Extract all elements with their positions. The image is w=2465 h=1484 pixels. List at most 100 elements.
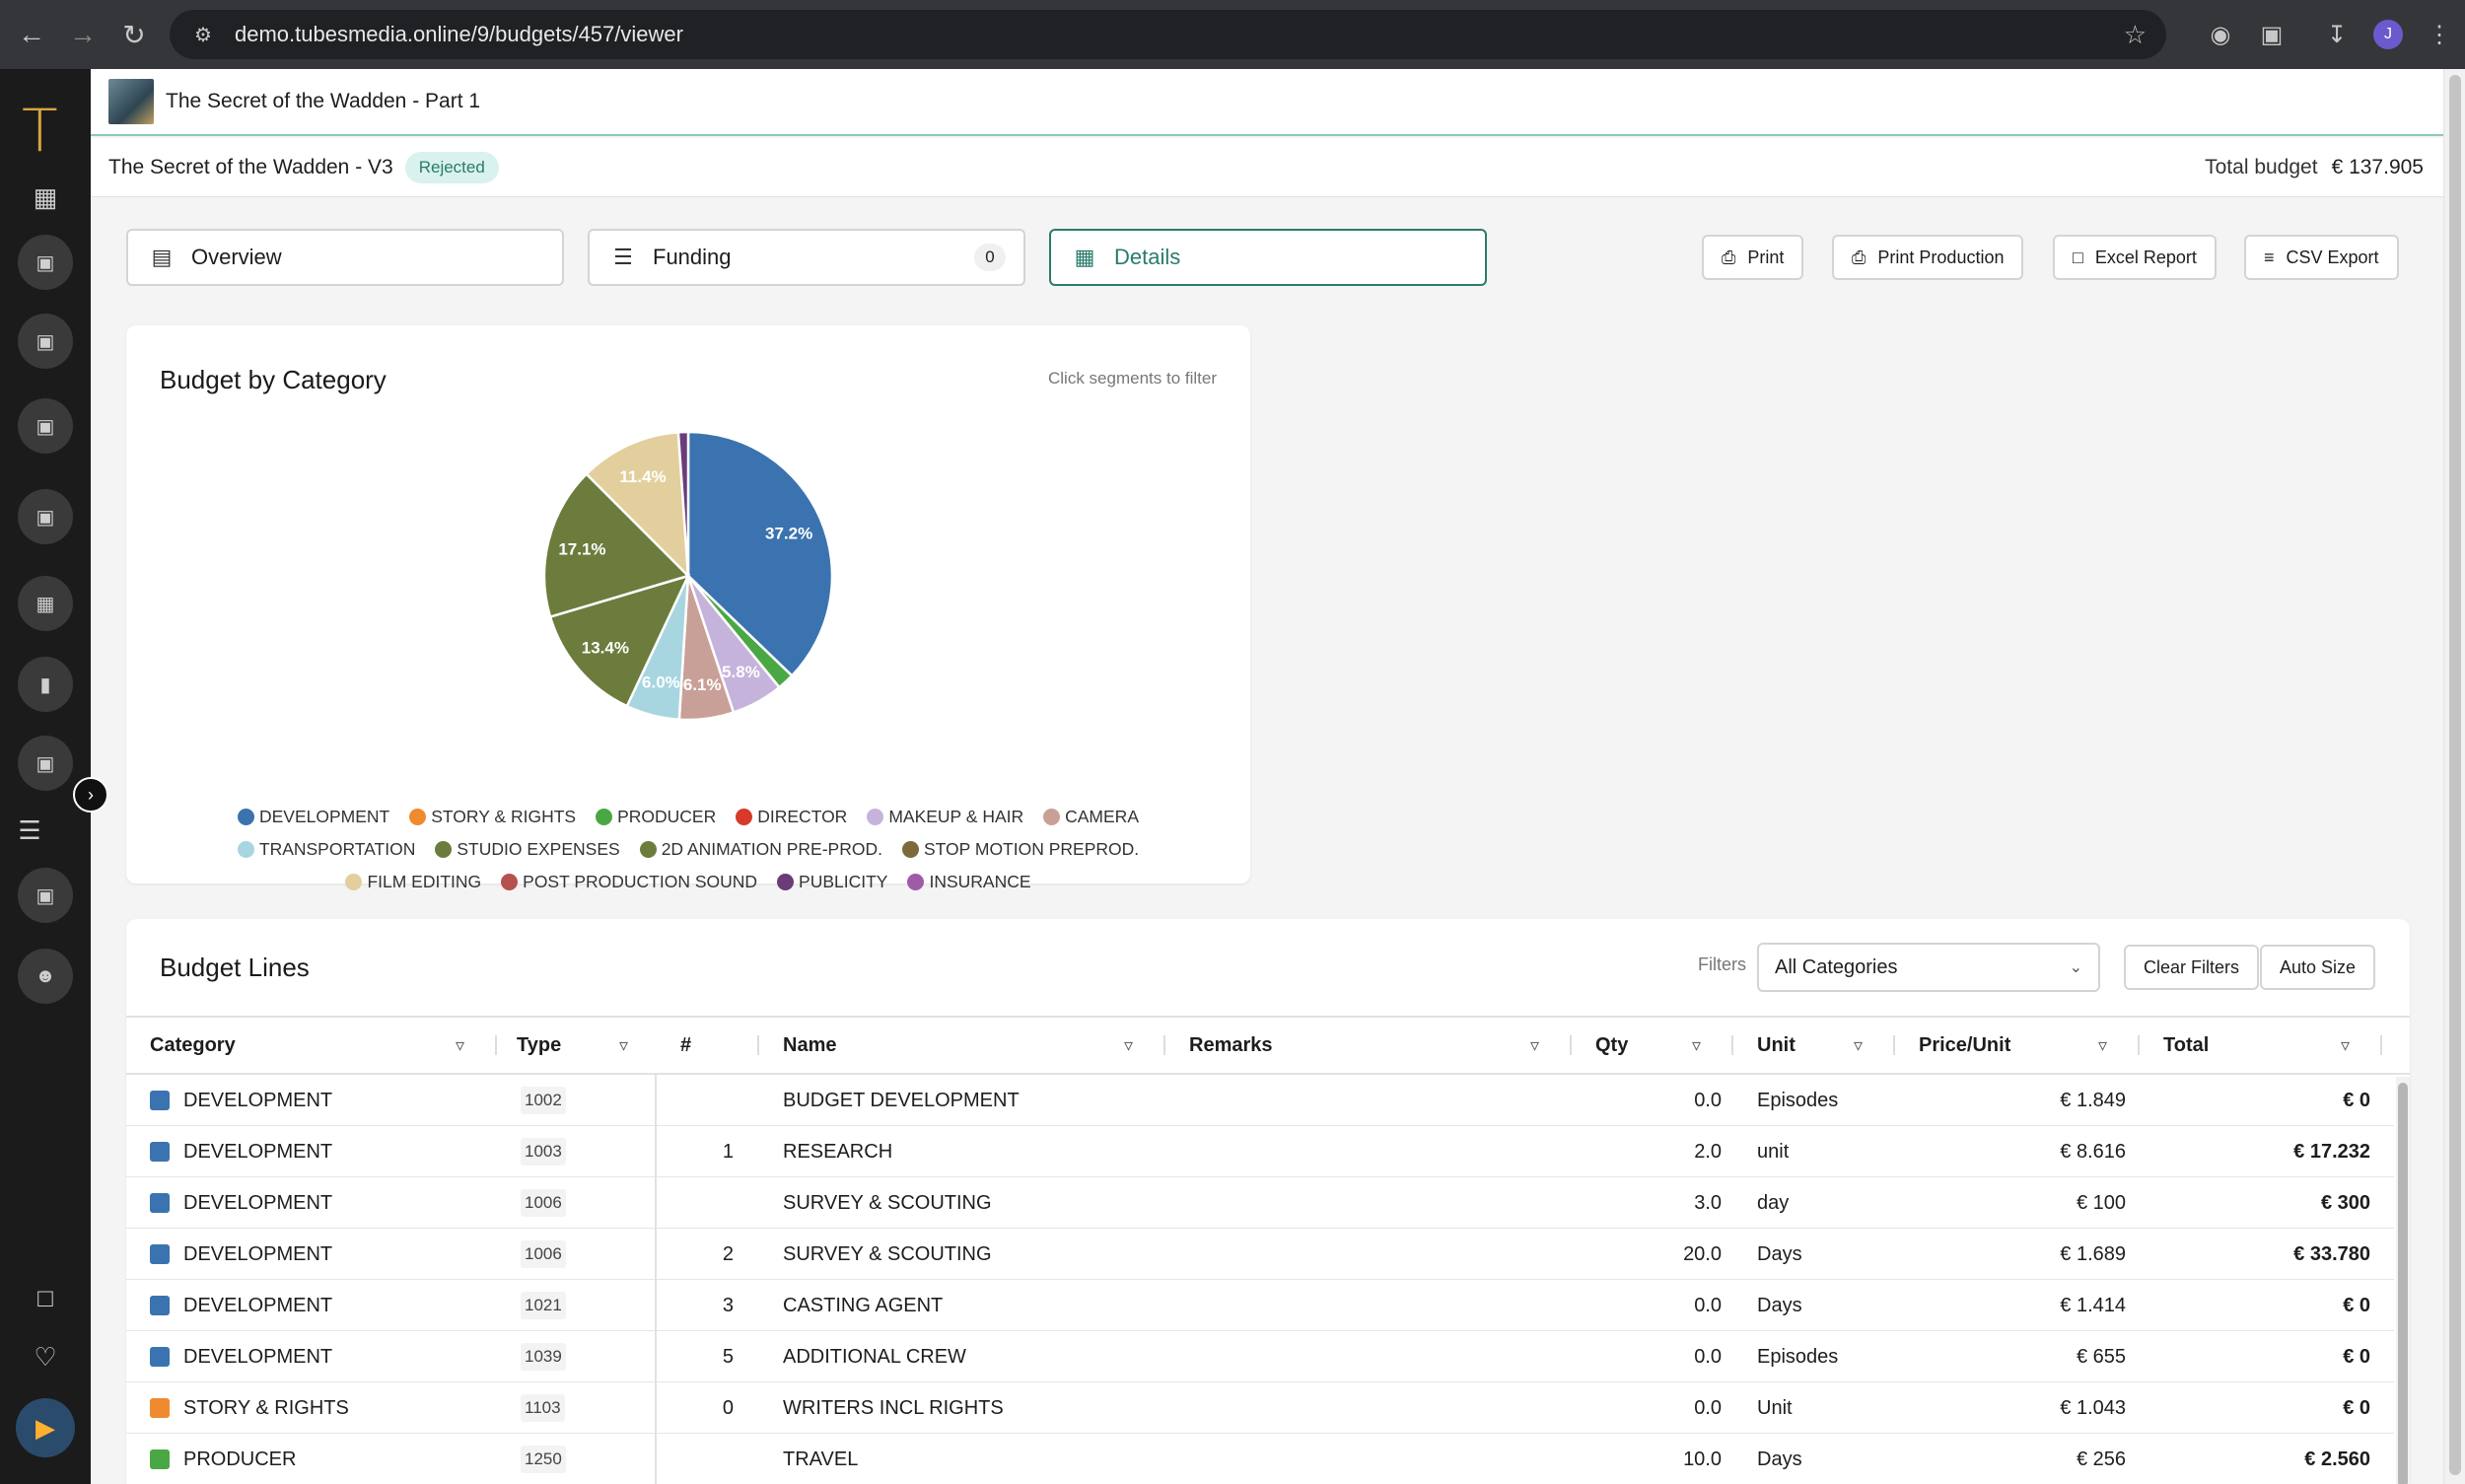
url-text[interactable]: demo.tubesmedia.online/9/budgets/457/vie… bbox=[235, 22, 683, 46]
cell-total: € 0 bbox=[2343, 1294, 2370, 1316]
column-resize-handle[interactable] bbox=[2380, 1035, 2382, 1055]
column-header-name[interactable]: Name bbox=[783, 1033, 837, 1056]
legend-item[interactable]: FILM EDITING bbox=[345, 872, 481, 892]
pie-slice-studio-expenses[interactable] bbox=[548, 574, 691, 708]
column-header-remarks[interactable]: Remarks bbox=[1189, 1033, 1273, 1056]
legend-item[interactable]: MAKEUP & HAIR bbox=[867, 807, 1023, 827]
table-row[interactable]: DEVELOPMENT 1021 3 CASTING AGENT 0.0 Days € 1.… bbox=[126, 1280, 2394, 1331]
table-scrollbar-thumb[interactable] bbox=[2398, 1083, 2408, 1484]
column-header-unit[interactable]: Unit bbox=[1757, 1033, 1796, 1056]
legend-item[interactable]: STOP MOTION PREPROD. bbox=[901, 839, 1139, 860]
print-production-button[interactable]: ⎙ Print Production bbox=[1832, 235, 2024, 280]
back-icon[interactable]: ← bbox=[18, 19, 45, 49]
reload-icon[interactable]: ↻ bbox=[122, 19, 146, 50]
sidebar-film-icon-1[interactable]: ▣ bbox=[18, 235, 73, 290]
legend-label: 2D ANIMATION PRE-PROD. bbox=[661, 839, 882, 859]
table-row[interactable]: STORY & RIGHTS 1103 0 WRITERS INCL RIGHTS 0.… bbox=[126, 1382, 2394, 1434]
list-icon[interactable]: ☰ bbox=[18, 814, 41, 845]
forward-icon[interactable]: → bbox=[69, 19, 97, 49]
legend-item[interactable]: STORY & RIGHTS bbox=[409, 807, 576, 827]
pie-slice-publicity[interactable] bbox=[676, 430, 690, 577]
clear-filters-button[interactable]: Clear Filters bbox=[2124, 945, 2260, 990]
legend-item[interactable]: INSURANCE bbox=[907, 872, 1031, 892]
table-row[interactable]: DEVELOPMENT 1006 2 SURVEY & SCOUTING 20.0 Day… bbox=[126, 1229, 2394, 1280]
extension-icon[interactable]: ◉ bbox=[2210, 21, 2231, 48]
column-header-type[interactable]: Type bbox=[517, 1033, 562, 1056]
page-scrollbar-thumb[interactable] bbox=[2449, 75, 2461, 1475]
column-header-qty[interactable]: Qty bbox=[1595, 1033, 1629, 1056]
column-resize-handle[interactable] bbox=[495, 1035, 497, 1055]
people-icon[interactable]: ☻ bbox=[18, 949, 73, 1004]
column-resize-handle[interactable] bbox=[1163, 1035, 1165, 1055]
legend-item[interactable]: PUBLICITY bbox=[777, 872, 887, 892]
calendar-icon[interactable]: ▦ bbox=[18, 576, 73, 631]
csv-export-button[interactable]: ≡ CSV Export bbox=[2244, 235, 2399, 280]
print-button[interactable]: ⎙ Print bbox=[1702, 235, 1804, 280]
tab-details[interactable]: ▦ Details bbox=[1049, 229, 1487, 286]
column-resize-handle[interactable] bbox=[1731, 1035, 1733, 1055]
profile-button[interactable]: J bbox=[2362, 10, 2414, 59]
column-resize-handle[interactable] bbox=[1893, 1035, 1895, 1055]
site-settings-icon[interactable]: ⚙ bbox=[194, 24, 212, 46]
feedback-icon[interactable]: □ bbox=[37, 1282, 53, 1312]
app-logo[interactable]: T bbox=[22, 97, 58, 166]
legend-item[interactable]: PRODUCER bbox=[596, 807, 716, 827]
filter-icon[interactable]: ▿ bbox=[456, 1035, 465, 1055]
legend-item[interactable]: 2D ANIMATION PRE-PROD. bbox=[639, 839, 882, 860]
pie-chart[interactable]: 37.2% 5.8%6.1%6.0% 13.4% 17.1% 11.4% bbox=[126, 325, 1250, 883]
legend-item[interactable]: TRANSPORTATION bbox=[237, 839, 415, 860]
apps-grid-icon[interactable]: ▦ bbox=[33, 181, 58, 212]
column-header-total[interactable]: Total bbox=[2163, 1033, 2210, 1056]
bookmark-star-icon[interactable]: ☆ bbox=[2123, 19, 2147, 49]
column-resize-handle[interactable] bbox=[1570, 1035, 1572, 1055]
puzzle-icon[interactable]: ▣ bbox=[2260, 21, 2284, 48]
user-avatar[interactable]: ▶ bbox=[16, 1398, 75, 1457]
legend-item[interactable]: POST PRODUCTION SOUND bbox=[501, 872, 757, 892]
library-icon[interactable]: ▮ bbox=[18, 657, 73, 712]
notification-bell-icon[interactable]: ♡ bbox=[34, 1341, 57, 1372]
filter-icon[interactable]: ▿ bbox=[1692, 1035, 1702, 1055]
table-row[interactable]: PRODUCER 1250 TRAVEL 10.0 Days € 256 € 2.560 bbox=[126, 1434, 2394, 1484]
sidebar-film-icon-3[interactable]: ▣ bbox=[18, 398, 73, 454]
cell-qty: 10.0 bbox=[1683, 1448, 1722, 1470]
sidebar-film-icon-2[interactable]: ▣ bbox=[18, 314, 73, 369]
cell-total: € 17.232 bbox=[2293, 1140, 2370, 1163]
cell-price-unit: € 1.689 bbox=[2060, 1242, 2126, 1265]
legend-item[interactable]: STUDIO EXPENSES bbox=[435, 839, 620, 860]
column-header-number[interactable]: # bbox=[680, 1033, 692, 1056]
legend-item[interactable]: CAMERA bbox=[1043, 807, 1139, 827]
pie-slice-development[interactable] bbox=[686, 430, 834, 678]
excel-report-button[interactable]: □ Excel Report bbox=[2053, 235, 2217, 280]
legend-item[interactable]: DEVELOPMENT bbox=[237, 807, 389, 827]
column-header-price-unit[interactable]: Price/Unit bbox=[1919, 1033, 2011, 1056]
column-resize-handle[interactable] bbox=[757, 1035, 759, 1055]
table-row[interactable]: DEVELOPMENT 1039 5 ADDITIONAL CREW 0.0 Episod… bbox=[126, 1331, 2394, 1382]
menu-kebab-icon[interactable]: ⋮ bbox=[2428, 21, 2451, 48]
tab-funding[interactable]: ☰ Funding 0 bbox=[588, 229, 1025, 286]
address-bar[interactable]: ⚙ demo.tubesmedia.online/9/budgets/457/v… bbox=[170, 10, 2166, 59]
filter-icon[interactable]: ▿ bbox=[1530, 1035, 1540, 1055]
table-row[interactable]: DEVELOPMENT 1006 SURVEY & SCOUTING 3.0 day € … bbox=[126, 1177, 2394, 1229]
sidebar-expand-button[interactable]: › bbox=[73, 777, 108, 813]
sidebar-film-icon-5[interactable]: ▣ bbox=[18, 736, 73, 791]
table-scrollbar[interactable] bbox=[2396, 1077, 2410, 1484]
sidebar-film-icon-4[interactable]: ▣ bbox=[18, 489, 73, 544]
filter-icon[interactable]: ▿ bbox=[619, 1035, 629, 1055]
page-scrollbar[interactable] bbox=[2443, 69, 2465, 1484]
filter-icon[interactable]: ▿ bbox=[1124, 1035, 1134, 1055]
auto-size-button[interactable]: Auto Size bbox=[2260, 945, 2376, 990]
pie-slice-2d-animation-pre-prod-[interactable] bbox=[542, 471, 691, 619]
filter-icon[interactable]: ▿ bbox=[2098, 1035, 2108, 1055]
pie-slice-film-editing[interactable] bbox=[584, 431, 690, 580]
download-icon[interactable]: ↧ bbox=[2326, 21, 2348, 48]
tab-overview[interactable]: ▤ Overview bbox=[126, 229, 564, 286]
filter-icon[interactable]: ▿ bbox=[1854, 1035, 1864, 1055]
table-row[interactable]: DEVELOPMENT 1002 BUDGET DEVELOPMENT 0.0 Epis… bbox=[126, 1075, 2394, 1126]
column-resize-handle[interactable] bbox=[2138, 1035, 2140, 1055]
column-header-category[interactable]: Category bbox=[150, 1033, 236, 1056]
sidebar-film-icon-6[interactable]: ▣ bbox=[18, 868, 73, 923]
category-filter-select[interactable]: All Categories ⌄ bbox=[1757, 943, 2100, 992]
table-row[interactable]: DEVELOPMENT 1003 1 RESEARCH 2.0 unit € 8.616 € … bbox=[126, 1126, 2394, 1177]
legend-item[interactable]: DIRECTOR bbox=[736, 807, 847, 827]
filter-icon[interactable]: ▿ bbox=[2341, 1035, 2351, 1055]
